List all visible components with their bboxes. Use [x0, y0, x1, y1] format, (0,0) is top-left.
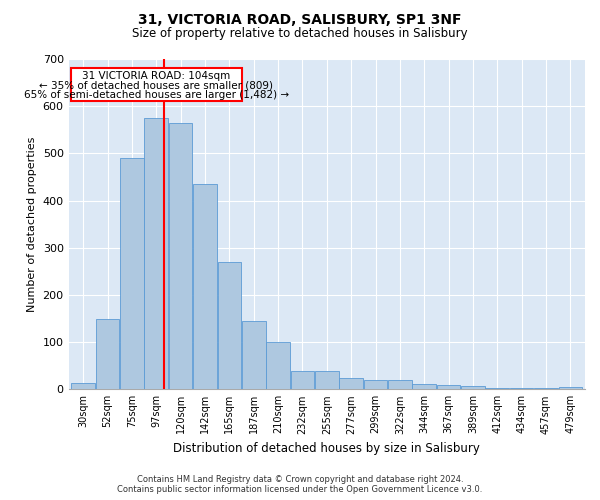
- Bar: [364, 380, 388, 390]
- Bar: [145, 118, 168, 390]
- Text: 65% of semi-detached houses are larger (1,482) →: 65% of semi-detached houses are larger (…: [24, 90, 289, 100]
- Bar: [193, 184, 217, 390]
- Bar: [218, 262, 241, 390]
- FancyBboxPatch shape: [71, 68, 242, 102]
- Bar: [120, 158, 144, 390]
- Text: ← 35% of detached houses are smaller (809): ← 35% of detached houses are smaller (80…: [39, 80, 273, 90]
- Bar: [169, 122, 193, 390]
- Text: 31, VICTORIA ROAD, SALISBURY, SP1 3NF: 31, VICTORIA ROAD, SALISBURY, SP1 3NF: [138, 12, 462, 26]
- Bar: [510, 388, 533, 390]
- Bar: [340, 378, 363, 390]
- Y-axis label: Number of detached properties: Number of detached properties: [27, 136, 37, 312]
- Bar: [534, 388, 558, 390]
- Bar: [461, 386, 485, 390]
- Bar: [388, 380, 412, 390]
- Bar: [290, 372, 314, 390]
- Bar: [485, 388, 509, 390]
- Text: Contains HM Land Registry data © Crown copyright and database right 2024.
Contai: Contains HM Land Registry data © Crown c…: [118, 474, 482, 494]
- Bar: [412, 384, 436, 390]
- Bar: [315, 372, 338, 390]
- Text: Size of property relative to detached houses in Salisbury: Size of property relative to detached ho…: [132, 28, 468, 40]
- Bar: [266, 342, 290, 390]
- Bar: [96, 318, 119, 390]
- Bar: [437, 384, 460, 390]
- Bar: [559, 387, 582, 390]
- Bar: [71, 383, 95, 390]
- Text: 31 VICTORIA ROAD: 104sqm: 31 VICTORIA ROAD: 104sqm: [82, 72, 230, 82]
- X-axis label: Distribution of detached houses by size in Salisbury: Distribution of detached houses by size …: [173, 442, 480, 455]
- Bar: [242, 321, 266, 390]
